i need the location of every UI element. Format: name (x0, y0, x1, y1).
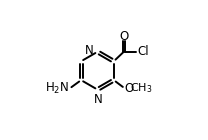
Text: O: O (125, 82, 134, 95)
Text: CH$_3$: CH$_3$ (130, 81, 152, 95)
Text: O: O (119, 30, 129, 43)
Text: N: N (85, 44, 94, 57)
Text: Cl: Cl (137, 45, 149, 58)
Text: H$_2$N: H$_2$N (45, 81, 69, 96)
Text: N: N (94, 93, 103, 106)
